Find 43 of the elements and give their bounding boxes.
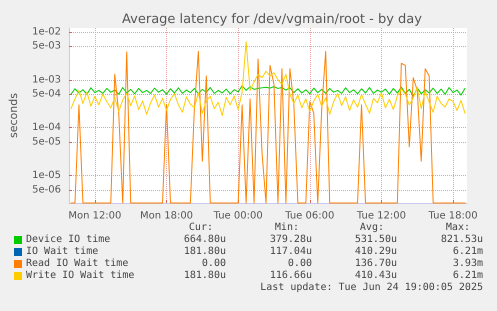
text: 0.00 <box>288 258 312 270</box>
x-tick-label: Mon 18:00 <box>140 210 194 222</box>
text: 664.80u <box>184 234 226 246</box>
y-tick-label: 1e-04 <box>32 122 61 134</box>
y-tick-label: 1e-03 <box>32 74 61 86</box>
text: 181.80u <box>184 270 226 282</box>
text: 531.50u <box>354 234 397 246</box>
text: 136.70u <box>354 258 397 270</box>
y-tick-label: 5e-04 <box>32 88 61 100</box>
legend-label: IO Wait time <box>26 246 98 258</box>
text: 181.80u <box>184 246 226 258</box>
text: Min: <box>274 222 299 234</box>
chart-title: Average latency for /dev/vgmain/root - by day <box>122 12 422 27</box>
text: Cur: <box>188 222 213 234</box>
text: 410.43u <box>354 270 397 282</box>
text: 116.66u <box>270 270 312 282</box>
line-series <box>70 41 466 116</box>
text: Avg: <box>360 222 384 234</box>
legend-label: Device IO time <box>26 234 110 246</box>
x-tick-label: Tue 12:00 <box>356 210 406 222</box>
x-tick-label: Tue 06:00 <box>284 210 334 222</box>
text: 3.93m <box>452 258 483 270</box>
y-tick-label: 1e-02 <box>32 26 61 38</box>
y-tick-label: 5e-05 <box>32 136 61 148</box>
y-tick-label: 5e-06 <box>32 184 61 196</box>
text: Last update: Tue Jun 24 19:00:05 2025 <box>260 282 483 294</box>
legend-label: Write IO Wait time <box>26 270 134 282</box>
text: 379.28u <box>270 234 312 246</box>
text: Max: <box>446 222 470 234</box>
x-tick-label: Tue 00:00 <box>212 210 263 222</box>
y-tick-label: 5e-03 <box>32 40 61 52</box>
line-series <box>70 85 466 97</box>
text: 821.53u <box>440 234 483 246</box>
text: 0.00 <box>202 258 226 270</box>
text: 117.04u <box>270 246 312 258</box>
y-tick-label: 1e-05 <box>32 170 61 182</box>
y-axis-title: seconds <box>7 92 20 138</box>
text: 6.21m <box>452 246 483 258</box>
x-tick-label: Mon 12:00 <box>68 210 122 222</box>
text: 6.21m <box>452 270 483 282</box>
x-tick-label: Tue 18:00 <box>428 210 478 222</box>
legend-label: Read IO Wait time <box>26 258 128 270</box>
text: 410.29u <box>354 246 397 258</box>
